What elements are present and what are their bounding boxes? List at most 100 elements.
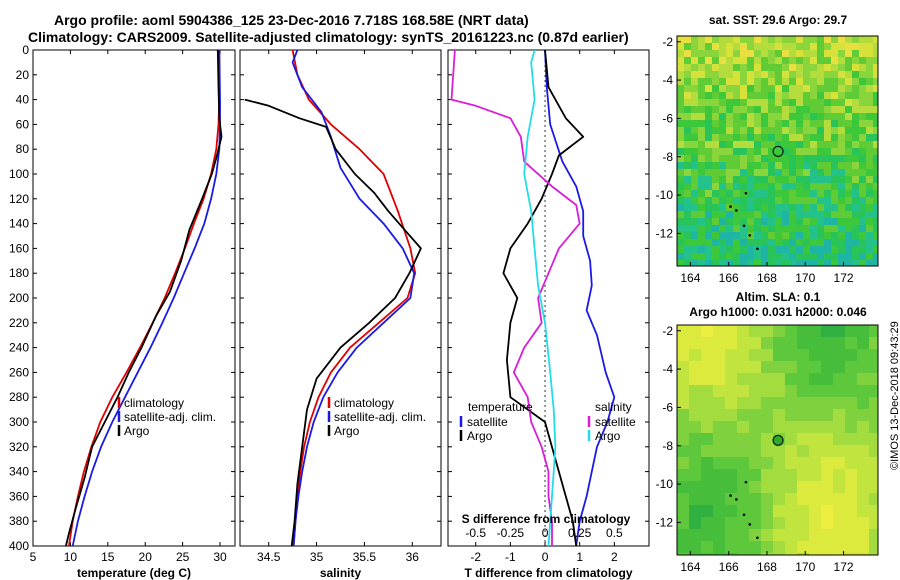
map-cell	[789, 183, 797, 191]
map-cell	[803, 148, 811, 156]
map-cell	[810, 71, 818, 79]
map-cell	[873, 36, 878, 44]
island-marker	[748, 234, 752, 237]
map-cell	[797, 529, 810, 542]
map-cell	[785, 481, 798, 494]
map-cell	[691, 106, 699, 114]
map-cell	[869, 397, 878, 410]
map-cell	[833, 433, 846, 446]
map-cell	[782, 176, 790, 184]
map-cell	[733, 78, 741, 86]
map-cell	[857, 361, 870, 374]
map-cell	[809, 505, 822, 518]
map-cell	[817, 43, 825, 51]
map-cell	[691, 113, 699, 121]
map-cell	[809, 469, 822, 482]
map-cell	[705, 106, 713, 114]
map-cell	[712, 169, 720, 177]
map-cell	[726, 106, 734, 114]
map-cell	[845, 325, 858, 338]
map-cell	[869, 493, 878, 506]
map-cell	[737, 529, 750, 542]
map-cell	[737, 361, 750, 374]
map-cell	[725, 409, 738, 422]
map-cell	[726, 64, 734, 72]
map-cell	[705, 239, 713, 247]
map-cell	[768, 211, 776, 219]
island-marker	[756, 536, 759, 540]
map-cell	[761, 232, 769, 240]
map-cell	[803, 246, 811, 254]
map-cell	[866, 50, 874, 58]
map-cell	[845, 517, 858, 530]
map-cell	[747, 225, 755, 233]
map-cell	[719, 190, 727, 198]
map-cell	[831, 155, 839, 163]
map-cell	[719, 260, 727, 266]
map-cell	[810, 92, 818, 100]
map-cell	[866, 57, 874, 65]
map-cell	[712, 155, 720, 163]
map-cell	[733, 176, 741, 184]
argo-position-marker	[772, 434, 784, 446]
map-cell	[838, 169, 846, 177]
map-cell	[857, 349, 870, 362]
map-cell	[775, 169, 783, 177]
map-cell	[838, 127, 846, 135]
map-cell	[824, 197, 832, 205]
map-cell	[821, 529, 834, 542]
map-cell	[845, 373, 858, 386]
legend-label: Argo	[467, 429, 493, 443]
map-cell	[831, 106, 839, 114]
map-cell	[859, 71, 867, 79]
map-cell	[691, 190, 699, 198]
map-cell	[845, 113, 853, 121]
map-cell	[705, 183, 713, 191]
map-cell	[761, 190, 769, 198]
map-cell	[852, 50, 860, 58]
map-cell	[701, 445, 714, 458]
map-cell	[803, 204, 811, 212]
map-cell	[691, 155, 699, 163]
map-cell	[789, 134, 797, 142]
map-cell	[810, 106, 818, 114]
map-cell	[773, 337, 786, 350]
map-cell	[689, 433, 702, 446]
map-cell	[859, 211, 867, 219]
map-cell	[684, 176, 692, 184]
map-cell	[775, 260, 783, 266]
map-cell	[775, 218, 783, 226]
map-cell	[797, 373, 810, 386]
map-cell	[857, 457, 870, 470]
map-cell	[782, 99, 790, 107]
legend-label: Argo	[595, 429, 621, 443]
map-cell	[775, 134, 783, 142]
map-cell	[796, 260, 804, 266]
map-cell	[845, 433, 858, 446]
map-cell	[845, 85, 853, 93]
map-cell	[821, 433, 834, 446]
map-cell	[761, 120, 769, 128]
s-diff-tick-label: 0.5	[606, 526, 623, 540]
map-cell	[845, 553, 858, 555]
map-cell	[789, 225, 797, 233]
map-cell	[725, 517, 738, 530]
legend-label: climatology	[334, 396, 394, 410]
map-cell	[824, 71, 832, 79]
map-cell	[803, 71, 811, 79]
map-cell	[691, 71, 699, 79]
map-cell	[754, 148, 762, 156]
map-cell	[789, 197, 797, 205]
map-cell	[677, 361, 690, 374]
map-cell	[747, 183, 755, 191]
map-cell	[698, 57, 706, 65]
map-cell	[698, 218, 706, 226]
map-cell	[775, 204, 783, 212]
map-cell	[838, 204, 846, 212]
map-cell	[833, 349, 846, 362]
map-cell	[677, 92, 685, 100]
map-cell	[740, 232, 748, 240]
depth-tick-label: 400	[9, 539, 29, 553]
legend-label: satellite	[595, 415, 636, 429]
map-cell	[845, 120, 853, 128]
